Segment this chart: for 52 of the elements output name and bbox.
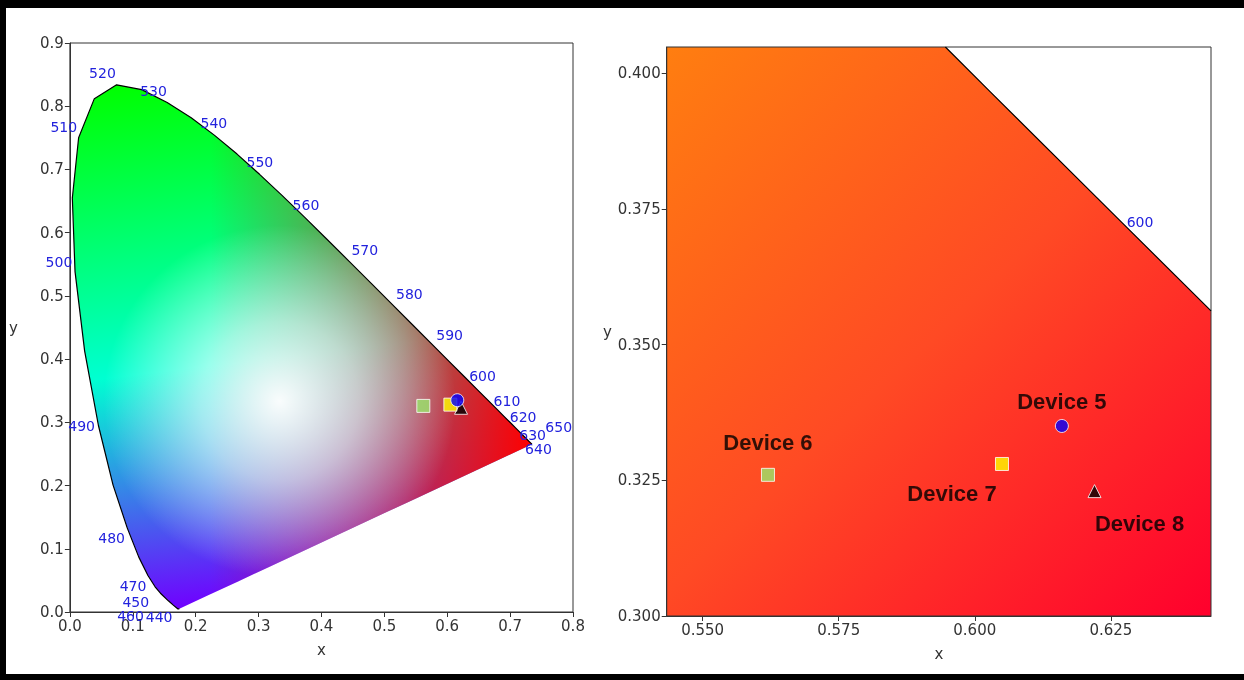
x-tick-label: 0.4 <box>309 616 334 635</box>
annotation: 580 <box>395 286 423 303</box>
x-tick-label: 0.600 <box>953 620 997 639</box>
annotation: 540 <box>200 115 228 132</box>
annotation: 570 <box>351 241 379 258</box>
y-tick-label: 0.400 <box>617 64 661 83</box>
y-tick-label: 0.4 <box>40 350 64 369</box>
annotation: 640 <box>525 440 552 457</box>
y-tick-label: 0.325 <box>617 471 661 490</box>
annotation: 470 <box>119 578 147 595</box>
y-tick-label: 0.2 <box>40 476 64 495</box>
x-tick-label: 0.625 <box>1089 620 1133 639</box>
x-tick-label: 0.7 <box>498 616 523 635</box>
annotation: 480 <box>98 530 125 547</box>
annotation: 450 <box>122 593 150 610</box>
x-tick-label: 0.3 <box>246 616 271 635</box>
y-axis-title: y <box>8 318 18 337</box>
y-tick-label: 0.5 <box>40 286 64 305</box>
y-tick-label: 0.6 <box>40 223 64 242</box>
y-tick-label: 0.9 <box>40 34 64 52</box>
x-tick-label: 0.550 <box>681 620 725 639</box>
annotation: 590 <box>436 327 464 344</box>
annotation: 550 <box>246 154 274 171</box>
x-tick-label: 0.8 <box>561 616 585 635</box>
x-tick-label: 0.2 <box>183 616 208 635</box>
annotation: 440 <box>145 608 173 625</box>
series-label: Device 5 <box>1017 389 1107 415</box>
series-label: Device 6 <box>723 430 813 456</box>
x-tick-label: 0.6 <box>435 616 460 635</box>
y-tick-label: 0.3 <box>40 413 64 432</box>
annotation: 520 <box>89 65 116 82</box>
y-tick-label: 0.300 <box>617 607 661 625</box>
annotation: 650 <box>545 419 573 436</box>
y-axis-title: y <box>602 322 612 341</box>
y-tick-label: 0.375 <box>617 199 661 218</box>
annotation: 560 <box>292 197 320 214</box>
x-tick-label: 0.575 <box>817 620 861 639</box>
y-tick-label: 0.8 <box>40 97 64 116</box>
annotation: 600 <box>469 367 496 384</box>
x-axis-title: x <box>934 644 944 663</box>
annotation: 530 <box>140 82 167 99</box>
annotation: 620 <box>509 409 537 426</box>
series-label: Device 8 <box>1094 510 1185 536</box>
annotation: 610 <box>493 392 521 409</box>
x-tick-label: 0.0 <box>57 616 82 635</box>
annotation: 600 <box>1126 213 1154 230</box>
y-tick-label: 0.7 <box>40 160 64 179</box>
y-tick-label: 0.1 <box>40 539 64 558</box>
x-axis-title: x <box>316 640 326 659</box>
series-label: Device 7 <box>907 481 997 507</box>
x-tick-label: 0.5 <box>372 616 397 635</box>
y-tick-label: 0.350 <box>617 335 661 354</box>
